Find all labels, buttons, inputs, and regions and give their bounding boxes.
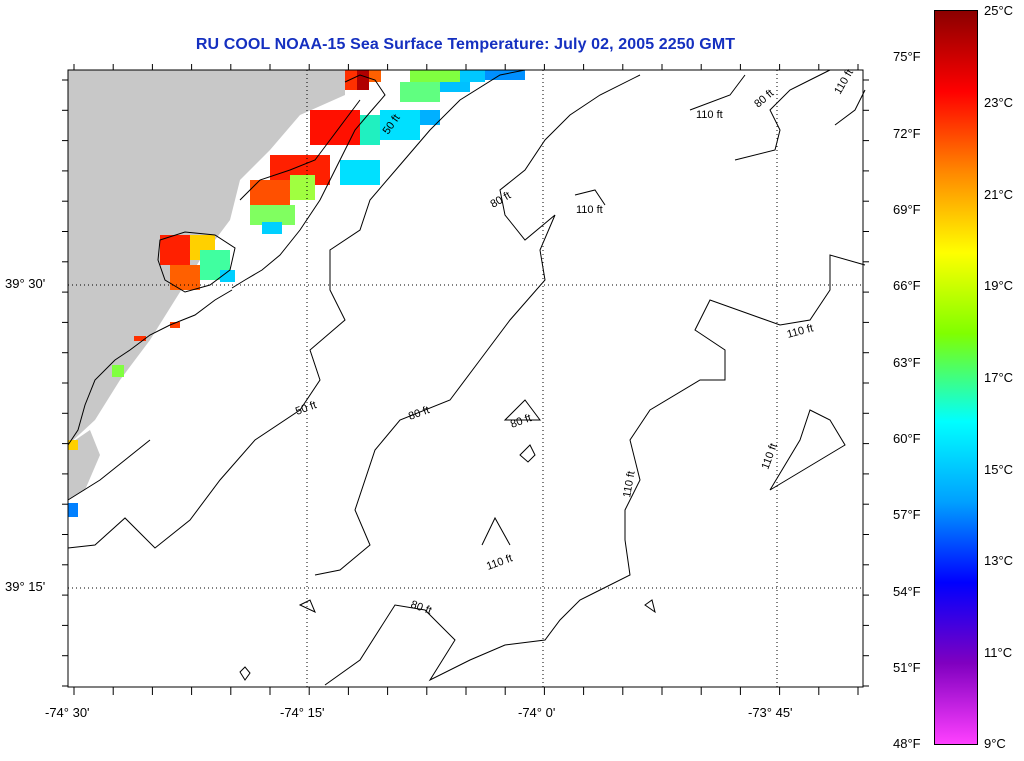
colorbar-c-13: 13°C <box>984 553 1014 568</box>
colorbar-c-19: 19°C <box>984 278 1014 293</box>
temperature-colorbar <box>934 10 978 745</box>
colorbar-f-66: 66°F <box>893 278 921 293</box>
colorbar-f-57: 57°F <box>893 507 921 522</box>
colorbar-f-54: 54°F <box>893 584 921 599</box>
contour-label: 110 ft <box>621 470 637 498</box>
colorbar-c-23: 23°C <box>984 95 1014 110</box>
graticule <box>68 70 863 687</box>
colorbar-c-17: 17°C <box>984 370 1014 385</box>
lat-label-39-15: 39° 15' <box>5 579 46 594</box>
coastline <box>67 74 386 501</box>
colorbar-f-51: 51°F <box>893 660 921 675</box>
contour-label: 110 ft <box>696 109 723 121</box>
contour-label: 110 ft <box>576 204 603 216</box>
colorbar-c-15: 15°C <box>984 462 1014 477</box>
lon-label-74-0: -74° 0' <box>518 705 556 720</box>
colorbar-f-63: 63°F <box>893 355 921 370</box>
colorbar-f-69: 69°F <box>893 202 921 217</box>
lon-label-74-15: -74° 15' <box>280 705 325 720</box>
colorbar-c-21: 21°C <box>984 187 1014 202</box>
axis-ticks <box>62 64 869 695</box>
depth-contours <box>67 69 866 686</box>
colorbar-c-25: 25°C <box>984 3 1014 18</box>
lat-label-39-30: 39° 30' <box>5 276 46 291</box>
colorbar-c-9: 9°C <box>984 736 1006 751</box>
colorbar-f-60: 60°F <box>893 431 921 446</box>
lon-label-74-30: -74° 30' <box>45 705 90 720</box>
colorbar-f-48: 48°F <box>893 736 921 751</box>
sst-pixels <box>68 70 525 517</box>
colorbar-c-11: 11°C <box>984 645 1013 660</box>
colorbar-f-75: 75°F <box>893 49 921 64</box>
lon-label-73-45: -73° 45' <box>748 705 793 720</box>
colorbar-f-72: 72°F <box>893 126 921 141</box>
map-title: RU COOL NOAA-15 Sea Surface Temperature:… <box>195 36 736 53</box>
